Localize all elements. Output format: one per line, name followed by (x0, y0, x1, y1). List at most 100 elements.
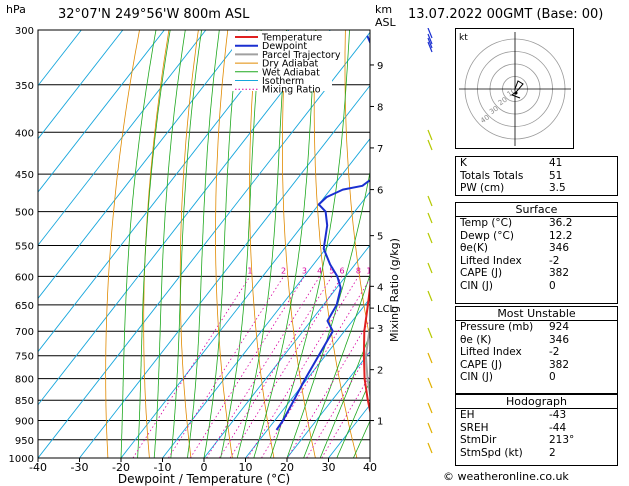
hodograph-value: -43 (549, 409, 567, 421)
surface-key: Lifted Index (460, 254, 522, 267)
most-unstable-key: CAPE (J) (460, 358, 503, 371)
index-value: 3.5 (549, 182, 566, 195)
surface-key: CIN (J) (460, 279, 493, 292)
index-row: PW (cm) 3.5 (456, 182, 617, 195)
isotherm-line (38, 30, 207, 246)
surface-table: Surface Temp (°C) 36.2 Dewp (°C) 12.2 θe(K) 3… (455, 202, 618, 304)
wind-barb (427, 262, 433, 274)
wet-adiabat-line (319, 333, 370, 458)
legend-label: Temperature (261, 33, 322, 44)
most-unstable-key: Lifted Index (460, 346, 522, 359)
temp-tick-label: -30 (71, 461, 89, 474)
index-value: 51 (549, 169, 563, 182)
mixing-ratio-axis-label: Mixing Ratio (g/kg) (388, 238, 401, 342)
wet-adiabat-line (153, 30, 186, 458)
dry-adiabat-line (344, 30, 370, 342)
wet-adiabat-line (120, 30, 157, 458)
dry-adiabat-line (105, 30, 140, 458)
pressure-tick-label: 350 (15, 81, 34, 92)
surface-row: CIN (J) 0 (456, 280, 617, 293)
isotherm-line (203, 244, 370, 458)
isotherm-line (162, 191, 370, 458)
isotherm-line (38, 30, 82, 87)
pressure-tick-label: 650 (15, 301, 34, 312)
credit-text[interactable]: © weatheronline.co.uk (443, 470, 569, 483)
dry-adiabat-line (179, 30, 199, 458)
wind-barb (427, 377, 433, 389)
wind-barb (427, 290, 433, 302)
hodograph-key: StmSpd (kt) (460, 446, 523, 459)
mixing-ratio-label: 2 (281, 266, 286, 275)
surface-key: CAPE (J) (460, 267, 503, 280)
most-unstable-table: Most Unstable Pressure (mb) 924 θe (K) 346 L… (455, 306, 618, 394)
most-unstable-row: θe (K) 346 (456, 334, 617, 347)
location-title: 32°07'N 249°56'W 800m ASL (58, 7, 250, 22)
hodograph-unit-label: kt (459, 33, 468, 43)
wind-barb (427, 422, 433, 434)
km-tick-label: 8 (377, 102, 383, 113)
hodograph-row: StmSpd (kt) 2 (456, 447, 617, 460)
wind-barb (427, 402, 433, 414)
hodograph-value: 213° (549, 434, 575, 447)
asl-unit-label: ASL (375, 16, 396, 29)
mixing-ratio-line (206, 276, 321, 458)
wet-adiabat-line (253, 30, 317, 458)
wind-barb (427, 37, 433, 49)
wind-barb (427, 212, 433, 224)
mixing-ratio-line (168, 276, 284, 458)
pressure-tick-label: 700 (15, 327, 34, 338)
mixing-ratio-line (229, 276, 343, 458)
hodograph-row: SREH -44 (456, 422, 617, 435)
wind-barb (427, 33, 433, 45)
surface-title: Surface (456, 203, 617, 217)
surface-key: Dewp (°C) (460, 229, 514, 242)
dry-adiabat-line (215, 30, 233, 458)
grid-group: 1 2 3 4 5 6 8 10 15 20 25 (38, 30, 370, 458)
most-unstable-value: 346 (549, 333, 570, 346)
temperature-line (362, 279, 370, 416)
surface-value: 0 (549, 279, 556, 292)
legend-label: Parcel Trajectory (262, 50, 341, 61)
surface-value: 382 (549, 267, 570, 280)
most-unstable-key: CIN (J) (460, 371, 493, 384)
mixing-ratio-line (219, 276, 333, 458)
mixing-ratio-label: 3 (302, 266, 307, 275)
km-tick-label: 1 (377, 417, 383, 428)
wet-adiabat-line (203, 30, 240, 458)
mixing-ratio-label: 8 (356, 266, 361, 275)
wind-barb (427, 41, 433, 53)
pressure-tick-label: 1000 (9, 454, 34, 465)
hodograph-key: SREH (460, 421, 489, 434)
km-tick-label: 9 (377, 61, 383, 72)
pressure-tick-label: 550 (15, 241, 34, 252)
hodograph-row: StmDir 213° (456, 434, 617, 447)
hodograph-value: -44 (549, 421, 567, 434)
storm-motion-marker (514, 91, 518, 95)
wet-adiabat-line (303, 273, 370, 458)
skew-t-diagram: 1 2 3 4 5 6 8 10 15 20 25 300350400450500550600650… (9, 26, 401, 486)
surface-row: Dewp (°C) 12.2 (456, 230, 617, 243)
hodograph-ring-label: 40 (479, 113, 491, 125)
temp-tick-label: 0 (201, 461, 208, 474)
isotherm-line (38, 31, 370, 458)
most-unstable-value: 924 (549, 321, 570, 333)
temp-tick-label: -10 (154, 461, 172, 474)
mixing-ratio-line (261, 278, 370, 458)
mixing-ratio-label: 4 (317, 266, 322, 275)
km-tick-label: 4 (377, 282, 383, 293)
hodograph-ring-label: 30 (488, 104, 500, 116)
surface-row: Lifted Index -2 (456, 255, 617, 268)
surface-key: θe(K) (460, 242, 488, 255)
pressure-tick-label: 950 (15, 436, 34, 447)
legend-label: Dry Adiabat (262, 59, 319, 70)
most-unstable-value: -2 (549, 346, 560, 359)
km-tick-label: 3 (377, 324, 383, 335)
surface-key: Temp (°C) (460, 217, 513, 229)
most-unstable-value: 0 (549, 371, 556, 384)
legend-label: Mixing Ratio (262, 85, 321, 96)
mixing-ratio-label: 1 (247, 266, 252, 275)
wind-barb (427, 232, 433, 244)
wet-adiabat-line (187, 30, 220, 458)
wind-barb (427, 129, 433, 141)
